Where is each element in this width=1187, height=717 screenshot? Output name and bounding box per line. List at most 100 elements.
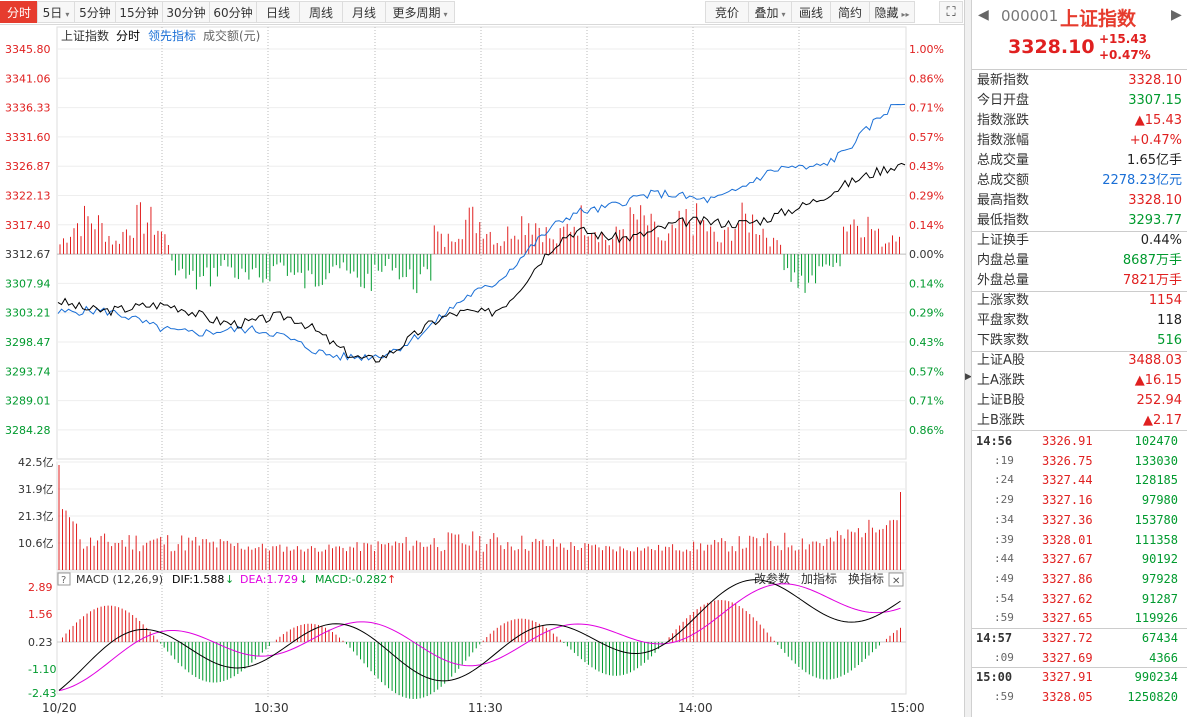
period-tab-4[interactable]: 30分钟 [162,1,210,23]
tick-row: :24 3327.44 128185 [972,470,1187,490]
index-price-line [57,162,906,363]
index-code: 000001 [1001,7,1059,25]
stat-label: 上A涨跌 [977,373,1025,388]
divider [972,628,1187,629]
price-axis-label: 3331.60 [5,131,51,144]
stat-label: 上证换手 [977,233,1030,248]
tick-row: :39 3328.01 111358 [972,530,1187,550]
pct-axis-label: 1.00% [909,43,944,56]
add-indicator-button[interactable]: 加指标 [801,571,837,586]
tick-volume: 1250820 [1127,690,1178,705]
tool-button-label: 竞价 [714,6,739,20]
stat-row: 平盘家数 118 [972,311,1187,331]
price-change: +15.43 [1099,32,1148,46]
pct-axis-label: 0.14% [909,277,944,290]
pct-axis-label: 0.57% [909,131,944,144]
tick-price: 3327.91 [1042,670,1093,685]
tick-price: 3328.05 [1042,690,1093,705]
stat-value: 3293.77 [1128,213,1182,228]
period-tab-9[interactable]: 更多周期 ▾ [385,1,455,23]
pct-axis-label: 0.29% [909,307,944,320]
divider [972,430,1187,431]
change-params-button[interactable]: 改参数 [754,571,790,586]
legend-leading-indicator: 领先指标 [148,28,196,43]
price-axis-label: 3317.40 [5,219,51,232]
period-tab-0[interactable]: 分时 [0,1,38,23]
tick-volume: 119926 [1134,611,1178,626]
tick-time: :34 [994,512,1014,526]
tick-row: :59 3328.05 1250820 [972,687,1187,707]
tick-row: :44 3327.67 90192 [972,549,1187,569]
tick-volume: 133030 [1134,453,1178,468]
tick-time: :54 [994,591,1014,605]
time-axis-label: 14:00 [678,701,713,715]
stat-row: 外盘总量 7821万手 [972,271,1187,291]
macd-dea-arrow: ↓ [299,573,308,586]
collapse-arrow-icon[interactable]: ▶ [965,372,972,382]
time-axis-label: 10/20 [42,701,77,715]
tool-button-label: 简约 [837,6,862,20]
pct-axis-label: 0.57% [909,365,944,378]
period-tab-2[interactable]: 5分钟 [74,1,116,23]
tick-price: 3327.69 [1042,650,1093,665]
macd-axis-label: -1.10 [28,663,56,676]
tool-button-label: 叠加 [754,6,779,20]
stat-row: 上证换手 0.44% [972,231,1187,251]
tick-time: :59 [994,611,1014,625]
stat-row: 总成交量 1.65亿手 [972,151,1187,171]
tick-time: :29 [994,493,1014,507]
stat-value: ▲2.17 [1143,413,1182,428]
tick-time: :59 [994,690,1014,704]
tick-time: :09 [994,650,1014,664]
quote-header: ◀ 000001 上证指数 ▶ 3328.10 +15.43 +0.47% [972,0,1187,70]
period-tab-label: 5分钟 [79,6,111,20]
macd-dif-arrow: ↓ [225,573,234,586]
stat-row: 今日开盘 3307.15 [972,91,1187,111]
macd-dif-value: DIF:1.588 [172,573,224,586]
tick-volume: 91287 [1141,591,1178,606]
close-icon[interactable] [888,572,904,587]
period-tab-label: 日线 [265,6,290,20]
legend-index-name: 上证指数 [61,28,109,43]
period-tab-5[interactable]: 60分钟 [209,1,257,23]
period-tab-7[interactable]: 周线 [299,1,343,23]
tool-button-1[interactable]: 叠加 ▾ [748,1,792,23]
stat-value: 3307.15 [1128,93,1182,108]
price-axis-label: 3289.01 [5,395,51,408]
stat-value: ▲15.43 [1134,113,1182,128]
divider [972,667,1187,669]
period-tab-label: 30分钟 [166,6,206,20]
stat-row: 上证A股 3488.03 [972,351,1187,371]
volume-axis-label: 42.5亿 [18,456,54,469]
macd-dea-line [58,583,901,692]
tick-row: 14:56 3326.91 102470 [972,431,1187,451]
help-icon[interactable] [57,572,71,586]
switch-indicator-button[interactable]: 换指标 [848,571,884,586]
chevron-left-icon[interactable]: ◀ [978,7,989,23]
tool-button-2[interactable]: 画线 [791,1,831,23]
stat-value: 8687万手 [1122,253,1182,268]
pct-axis-label: 0.00% [909,248,944,261]
tick-volume: 990234 [1134,670,1178,685]
tool-button-0[interactable]: 竞价 [705,1,749,23]
tick-volume: 102470 [1134,434,1178,448]
quote-panel: ◀ 000001 上证指数 ▶ 3328.10 +15.43 +0.47% 最新… [971,0,1187,717]
expand-icon[interactable]: ⛶ [939,1,963,23]
price-axis-label: 3341.06 [5,72,51,85]
tick-volume: 97928 [1141,571,1178,586]
period-tab-8[interactable]: 月线 [342,1,386,23]
tool-button-3[interactable]: 简约 [830,1,870,23]
tick-row: 15:00 3327.91 990234 [972,667,1187,687]
period-tab-6[interactable]: 日线 [256,1,300,23]
tool-button-4[interactable]: 隐藏 ▸▸ [869,1,915,23]
panel-splitter[interactable] [964,0,971,717]
period-tab-1[interactable]: 5日 ▾ [37,1,75,23]
stat-label: 总成交量 [977,153,1030,168]
chevron-right-icon[interactable]: ▶ [1171,7,1182,23]
stat-value: 3328.10 [1128,193,1182,208]
tick-price: 3327.36 [1042,512,1093,527]
intraday-chart[interactable]: 3345.80 3341.06 3336.33 3331.60 3326.87 3322.… [0,26,964,717]
period-tab-3[interactable]: 15分钟 [115,1,163,23]
price-axis-label: 3303.21 [5,307,51,320]
